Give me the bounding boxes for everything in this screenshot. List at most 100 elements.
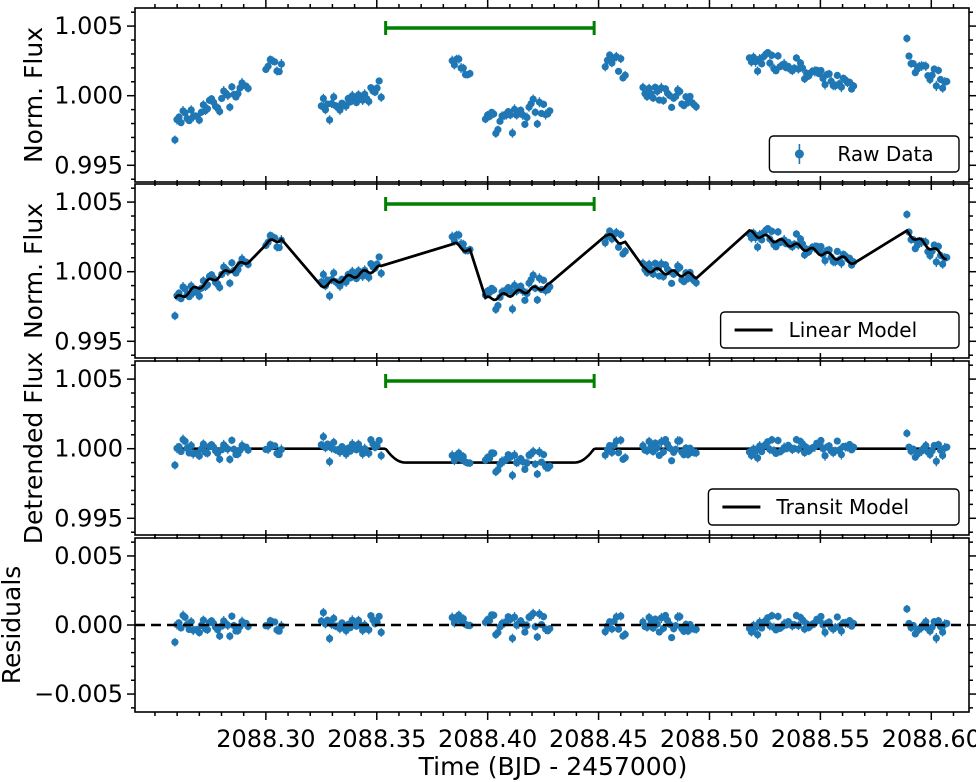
data-point [539, 100, 548, 108]
data-point [821, 80, 829, 89]
data-point [228, 612, 236, 620]
data-point [177, 447, 185, 456]
data-point [529, 609, 537, 618]
data-point [833, 437, 841, 445]
data-point [319, 608, 327, 617]
data-point [922, 62, 930, 70]
data-point [277, 60, 285, 68]
data-point [676, 87, 684, 96]
data-point [521, 296, 529, 304]
y-axis-label: Residuals [0, 566, 26, 685]
data-point [203, 626, 212, 634]
data-point [850, 82, 858, 90]
x-tick-label: 2088.50 [660, 725, 759, 753]
data-point [792, 54, 801, 62]
data-point [494, 302, 502, 310]
data-point [649, 94, 657, 102]
data-point [494, 126, 502, 134]
legend-label: Linear Model [789, 318, 918, 342]
data-point [645, 84, 653, 92]
data-point [531, 460, 539, 468]
data-point [533, 296, 541, 304]
data-point [928, 71, 936, 79]
data-point [621, 630, 629, 638]
data-point [794, 445, 803, 453]
data-point [621, 454, 629, 462]
data-point [330, 93, 338, 101]
legend-marker [794, 149, 804, 159]
data-point [375, 253, 383, 261]
data-point [928, 623, 936, 631]
data-point [319, 433, 327, 441]
data-point [508, 129, 517, 137]
data-point [226, 455, 234, 463]
data-point [218, 94, 226, 103]
data-point [934, 441, 943, 449]
data-point [490, 611, 498, 619]
data-point [187, 106, 195, 114]
data-point [614, 67, 623, 75]
data-point [199, 440, 207, 448]
data-point [175, 113, 183, 121]
data-point [932, 634, 940, 642]
data-point [521, 120, 529, 128]
data-point [608, 448, 616, 457]
data-point [377, 628, 385, 636]
data-point [508, 471, 517, 479]
y-tick-label: 1.000 [54, 82, 123, 110]
data-point [533, 470, 541, 478]
data-point [617, 612, 625, 620]
data-point [271, 442, 279, 450]
data-point [319, 94, 327, 103]
plot-area [171, 429, 951, 481]
data-point [837, 83, 845, 91]
data-point [459, 64, 467, 72]
data-point [321, 106, 330, 114]
data-point [533, 633, 541, 641]
residuals-panel: −0.005 0.000 0.005 Residuals [0, 530, 976, 720]
data-point [621, 247, 629, 255]
data-point [365, 273, 373, 282]
data-point [195, 116, 203, 124]
data-point [774, 52, 782, 60]
data-point [377, 269, 385, 277]
data-point [922, 618, 930, 626]
data-point [774, 228, 782, 236]
data-point [187, 442, 195, 450]
x-tick-label: 2088.55 [771, 725, 870, 753]
data-point [508, 305, 517, 313]
data-point [330, 614, 338, 623]
data-point [922, 441, 930, 450]
x-tick-label: 2088.30 [216, 725, 315, 753]
data-point [546, 625, 554, 633]
data-point [523, 459, 531, 467]
data-point [747, 628, 756, 636]
data-point [668, 457, 676, 465]
data-point [614, 243, 623, 251]
data-point [330, 269, 338, 277]
data-point [817, 612, 825, 621]
data-point [833, 613, 841, 621]
data-point [766, 59, 774, 67]
data-point [798, 64, 807, 72]
data-point [768, 612, 776, 620]
y-tick-label: 1.005 [54, 12, 123, 40]
data-point [817, 242, 825, 251]
data-point [325, 458, 334, 466]
data-point [187, 618, 195, 626]
data-point [692, 449, 700, 457]
data-point [275, 68, 283, 76]
data-point [792, 230, 801, 238]
data-point [833, 247, 841, 256]
data-point [932, 457, 940, 465]
data-point [203, 105, 212, 113]
linear-model-line [173, 228, 947, 302]
data-point [692, 625, 700, 633]
data-point [506, 287, 514, 295]
y-tick-label: 0.000 [54, 611, 123, 639]
data-point [531, 108, 539, 116]
y-tick-label: 0.995 [54, 327, 123, 355]
